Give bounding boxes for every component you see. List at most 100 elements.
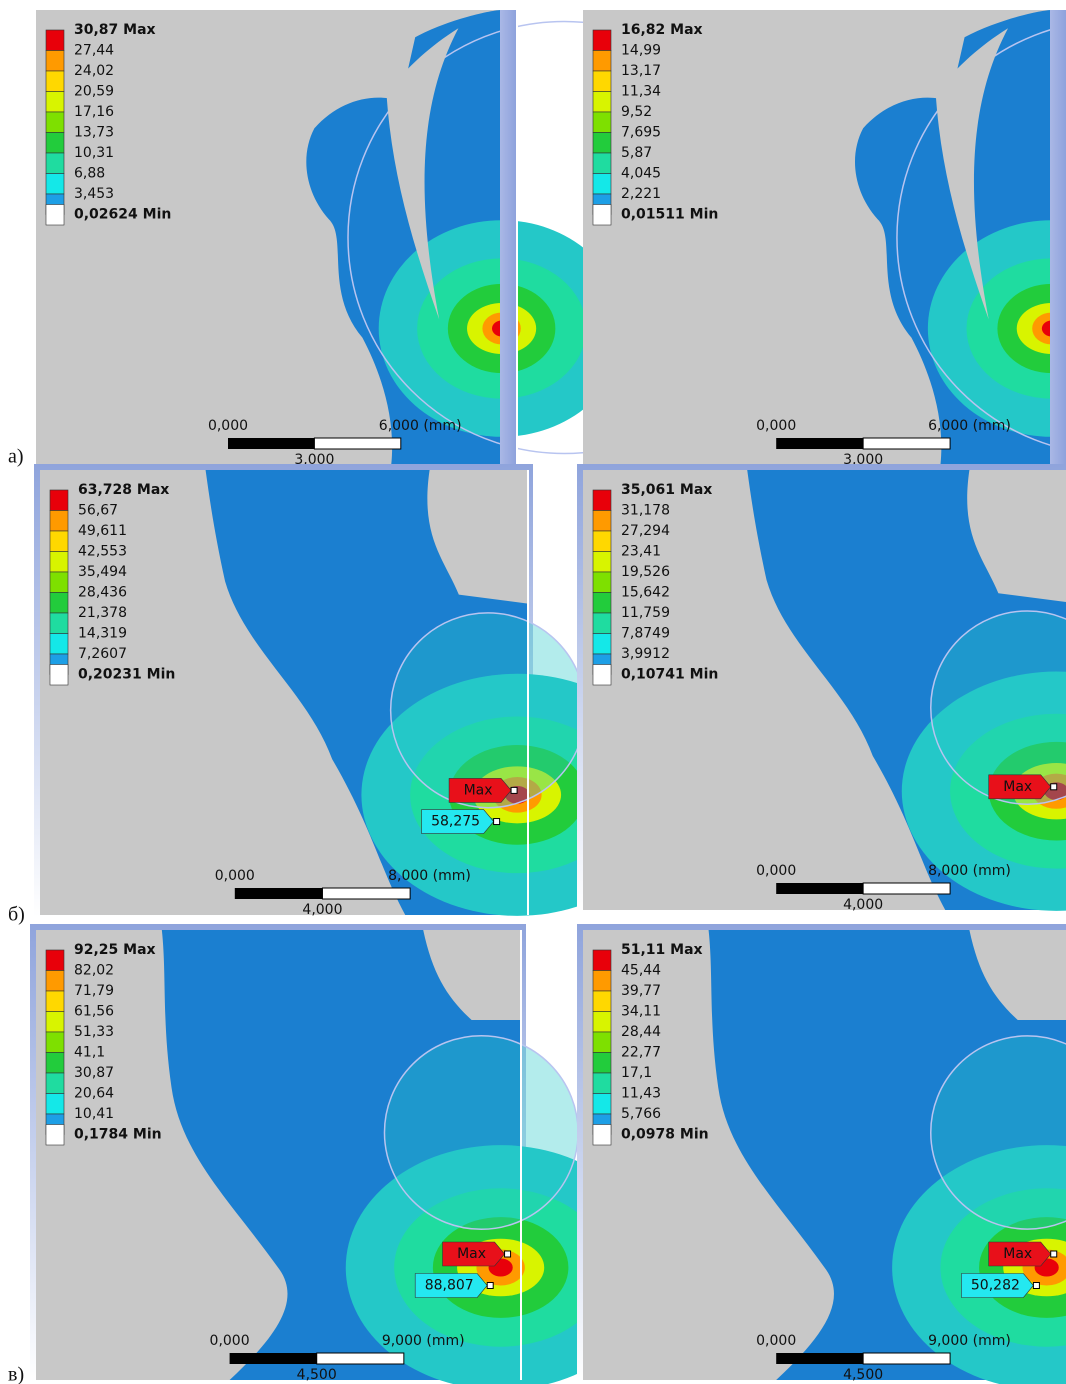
probe-label: Max (464, 782, 493, 798)
legend-swatch (50, 531, 68, 552)
legend-label: 39,77 (621, 983, 661, 999)
legend-swatch (593, 1032, 611, 1053)
legend-label: 15,642 (621, 585, 670, 601)
legend-swatch (50, 490, 68, 511)
probe-label: 58,275 (431, 814, 480, 830)
legend-swatch (46, 92, 64, 113)
probe-point (1033, 1283, 1039, 1289)
legend-swatch (46, 950, 64, 971)
legend-label: 27,294 (621, 523, 670, 539)
probe-label: 50,282 (971, 1278, 1020, 1294)
legend-swatch (593, 71, 611, 92)
scale-bar-white (314, 438, 400, 449)
probe-point (487, 1283, 493, 1289)
legend-label: 20,59 (74, 84, 114, 100)
legend-swatch (46, 71, 64, 92)
legend-swatch (593, 153, 611, 174)
panel-label: б) (8, 904, 25, 926)
legend-label: 2,221 (621, 186, 661, 202)
legend-label: 42,553 (78, 544, 127, 560)
probe-label: Max (1003, 779, 1032, 795)
contour-panel: 92,25 Max82,0271,7961,5651,3341,130,8720… (30, 924, 656, 1384)
legend-label: 7,695 (621, 125, 661, 141)
legend-label: 61,56 (74, 1004, 114, 1020)
figure: а)30,87 Max27,4424,0220,5917,1613,7310,3… (0, 0, 1066, 1384)
scale-bar-white (863, 1353, 950, 1364)
legend-label: 35,494 (78, 564, 127, 580)
clip-edge (527, 470, 529, 915)
probe-label: 88,807 (425, 1278, 474, 1294)
legend-swatch (593, 991, 611, 1012)
contour-panel: 35,061 Max31,17827,29423,4119,52615,6421… (577, 464, 1066, 913)
legend-swatch (593, 174, 611, 195)
scale-end: 6,000 (mm) (379, 418, 462, 434)
legend-swatch (50, 511, 68, 532)
legend-swatch (46, 971, 64, 992)
legend-swatch (593, 1125, 611, 1146)
legend-swatch (46, 112, 64, 133)
legend-label: 31,178 (621, 503, 670, 519)
legend-swatch (593, 950, 611, 971)
legend-swatch (46, 1012, 64, 1033)
probe-label: Max (457, 1246, 486, 1262)
legend-swatch (593, 1012, 611, 1033)
panel-label: в) (8, 1364, 24, 1384)
legend-swatch (593, 552, 611, 573)
legend-swatch (593, 1053, 611, 1074)
legend-label: 30,87 (74, 1065, 114, 1081)
legend-label: 0,1784 Min (74, 1127, 162, 1143)
legend-label: 28,44 (621, 1024, 661, 1040)
probe-point (505, 1251, 511, 1257)
legend-label: 4,045 (621, 166, 661, 182)
legend-label: 21,378 (78, 605, 127, 621)
legend-label: 13,73 (74, 125, 114, 141)
legend-label: 11,43 (621, 1086, 661, 1102)
legend-swatch (50, 634, 68, 655)
legend-label: 34,11 (621, 1004, 661, 1020)
legend-label: 0,10741 Min (621, 667, 718, 683)
legend-swatch (46, 1073, 64, 1094)
scale-mid: 4,500 (297, 1367, 337, 1383)
legend-swatch (46, 1125, 64, 1146)
legend-label: 11,34 (621, 84, 661, 100)
scale-mid: 4,000 (302, 902, 342, 918)
legend-label: 92,25 Max (74, 942, 156, 958)
legend-swatch (593, 51, 611, 72)
contour-panel: 51,11 Max45,4439,7734,1128,4422,7717,111… (577, 924, 1066, 1384)
legend-swatch (593, 1094, 611, 1115)
side-strip (1050, 10, 1066, 465)
scale-end: 9,000 (mm) (928, 1333, 1011, 1349)
legend-swatch (46, 30, 64, 51)
legend-swatch (46, 133, 64, 154)
legend-swatch (50, 593, 68, 614)
legend-label: 10,41 (74, 1106, 114, 1122)
legend-label: 49,611 (78, 523, 127, 539)
legend-swatch (593, 92, 611, 113)
legend-label: 3,453 (74, 186, 114, 202)
legend-label: 14,99 (621, 43, 661, 59)
scale-bar-white (863, 438, 950, 449)
scale-mid: 4,000 (843, 897, 883, 913)
scale-end: 9,000 (mm) (382, 1333, 465, 1349)
legend-swatch (593, 531, 611, 552)
probe-point (494, 819, 500, 825)
legend-label: 17,1 (621, 1065, 652, 1081)
legend-swatch (593, 205, 611, 226)
scale-start: 0,000 (210, 1333, 250, 1349)
legend-label: 56,67 (78, 503, 118, 519)
legend-label: 0,01511 Min (621, 207, 718, 223)
side-strip (500, 10, 516, 465)
legend-swatch (593, 665, 611, 686)
legend-label: 24,02 (74, 63, 114, 79)
legend-swatch (593, 511, 611, 532)
scale-start: 0,000 (208, 418, 248, 434)
legend-swatch (50, 572, 68, 593)
legend-label: 51,33 (74, 1024, 114, 1040)
legend-swatch (46, 991, 64, 1012)
legend-label: 28,436 (78, 585, 127, 601)
scale-bar-black (776, 438, 863, 449)
legend-swatch (46, 1094, 64, 1115)
scale-bar-black (230, 1353, 317, 1364)
legend-label: 82,02 (74, 963, 114, 979)
probe-point (1051, 784, 1057, 790)
